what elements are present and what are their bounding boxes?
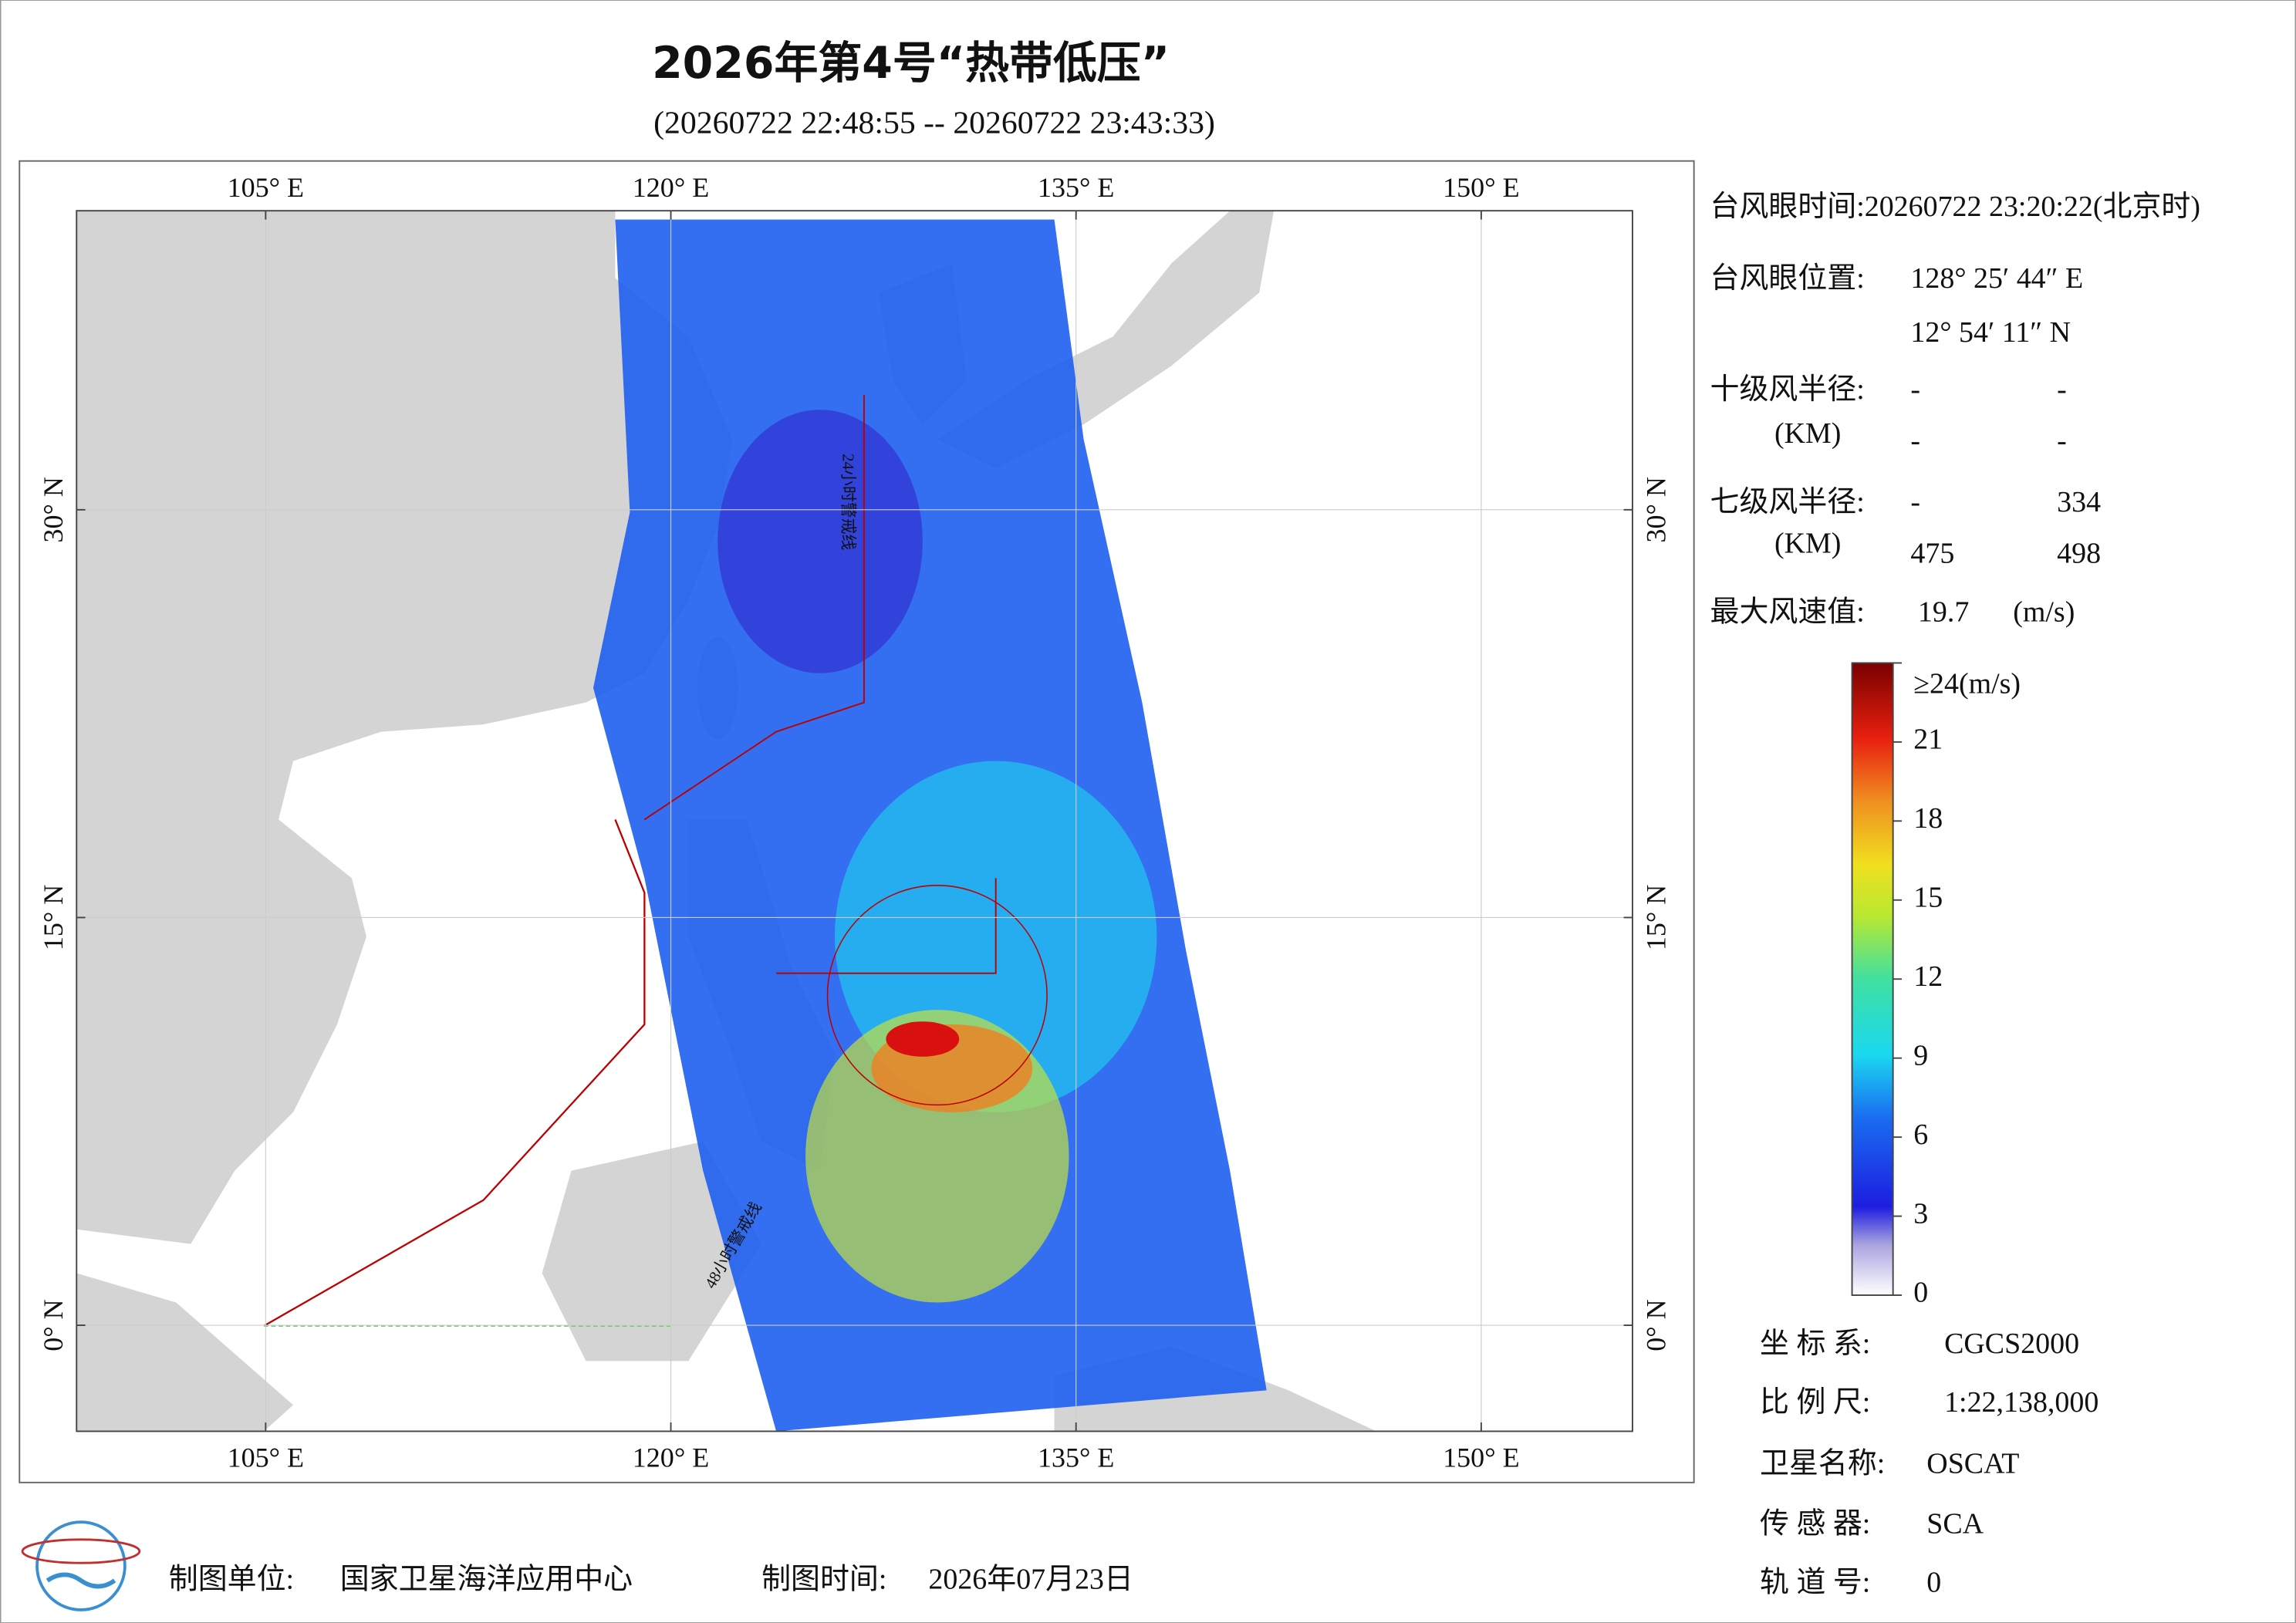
orbit-label: 轨 道 号: — [1760, 1566, 1870, 1598]
r10-value: - — [2057, 373, 2067, 406]
colorbar-label: 6 — [1913, 1119, 1928, 1151]
line-24h-south — [776, 878, 997, 974]
crs: CGCS2000 — [1944, 1328, 2079, 1360]
eye-lon: 128° 25′ 44″ E — [1910, 262, 2083, 295]
lon-label-top: 105° E — [228, 172, 304, 203]
lon-label-bottom: 105° E — [228, 1442, 304, 1473]
logo — [21, 1520, 141, 1611]
r7-value: 498 — [2057, 538, 2101, 570]
date: 2026年07月23日 — [928, 1564, 1133, 1596]
r10-unit: (KM) — [1774, 417, 1841, 450]
colorbar-label: 3 — [1913, 1197, 1928, 1230]
title: 2026年第4号“热带低压” — [652, 38, 1170, 89]
crs-label: 坐 标 系: — [1760, 1328, 1870, 1360]
sensor-label: 传 感 器: — [1760, 1507, 1870, 1540]
lat-label-left: 15° N — [38, 885, 69, 950]
lon-label-top: 120° E — [633, 172, 709, 203]
r10-value: - — [1910, 425, 1920, 457]
satellite-label: 卫星名称: — [1760, 1448, 1885, 1480]
lon-label-top: 135° E — [1038, 172, 1114, 203]
scale: 1:22,138,000 — [1944, 1386, 2098, 1419]
lat-label-left: 30° N — [38, 477, 69, 542]
r7-circle — [826, 885, 1048, 1106]
lat-label-right: 0° N — [1640, 1299, 1671, 1351]
line-48h — [263, 819, 646, 1327]
r10-label: 十级风半径: — [1710, 373, 1865, 406]
r7-value: 334 — [2057, 486, 2101, 518]
r7-unit: (KM) — [1774, 527, 1841, 559]
map-frame-outer — [19, 160, 1695, 1483]
eye-position-label: 台风眼位置: — [1710, 262, 1865, 295]
orbit: 0 — [1926, 1566, 1941, 1598]
maker-label: 制图单位: — [169, 1564, 294, 1596]
colorbar-label: 21 — [1913, 724, 1943, 756]
lon-label-top: 150° E — [1443, 172, 1519, 203]
wind-low — [718, 410, 923, 673]
line-24h — [643, 395, 865, 821]
map-body: 24小时警戒线 48小时警戒线 — [76, 211, 1633, 1432]
lat-label-right: 15° N — [1640, 885, 1671, 950]
r7-label: 七级风半径: — [1710, 486, 1865, 518]
colorbar-label: 15 — [1913, 881, 1943, 913]
lat-label-right: 30° N — [1640, 477, 1671, 542]
line-24h-label: 24小时警戒线 — [839, 454, 857, 550]
max-wind-label: 最大风速值: — [1710, 596, 1865, 629]
maker: 国家卫星海洋应用中心 — [340, 1564, 633, 1596]
wind-max — [886, 1021, 960, 1057]
colorbar-label: 9 — [1913, 1039, 1928, 1071]
r10-value: - — [2057, 425, 2067, 457]
max-wind: 19.7 — [1918, 596, 1969, 629]
colorbar-label: 12 — [1913, 960, 1943, 993]
colorbar-label: 18 — [1913, 802, 1943, 835]
r7-value: 475 — [1910, 538, 1954, 570]
map-frame — [76, 210, 1633, 1432]
lat-label-left: 0° N — [38, 1299, 69, 1351]
lon-label-bottom: 135° E — [1038, 1442, 1114, 1473]
r7-value: - — [1910, 486, 1920, 518]
max-wind-unit: (m/s) — [2013, 596, 2075, 629]
sensor: SCA — [1926, 1507, 1984, 1540]
r10-value: - — [1910, 373, 1920, 406]
colorbar-label: 0 — [1913, 1277, 1928, 1309]
date-label: 制图时间: — [761, 1564, 886, 1596]
eye-lat: 12° 54′ 11″ N — [1910, 316, 2071, 349]
satellite: OSCAT — [1926, 1448, 2019, 1480]
eye-time: 台风眼时间:20260722 23:20:22(北京时) — [1710, 191, 2200, 223]
colorbar-label: ≥24(m/s) — [1913, 667, 2021, 700]
lon-label-bottom: 150° E — [1443, 1442, 1519, 1473]
colorbar — [1851, 662, 1894, 1296]
scale-label: 比 例 尺: — [1760, 1386, 1870, 1419]
subtitle: (20260722 22:48:55 -- 20260722 23:43:33) — [653, 106, 1215, 141]
lon-label-bottom: 120° E — [633, 1442, 709, 1473]
